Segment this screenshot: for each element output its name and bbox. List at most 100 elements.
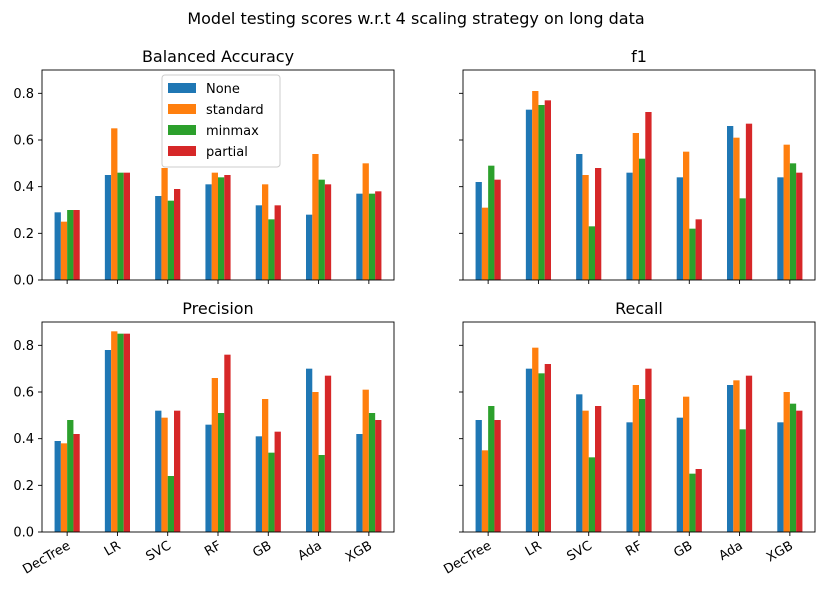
y-tick-label: 0.4 <box>13 432 34 447</box>
bar-None-SVC <box>155 410 162 532</box>
subplot-3: 0.0 0.2 0.4 0.6 0.8 DecTree LR SVC RF GB Ada XGB Pre… <box>13 299 395 578</box>
bar-minmax-Ada <box>739 429 746 532</box>
legend-swatch-minmax <box>168 125 196 135</box>
x-tick-label: SVC <box>143 538 173 564</box>
bar-standard-DecTree <box>481 207 489 280</box>
bar-minmax-XGB <box>789 163 797 280</box>
bar-standard-SVC <box>161 417 168 532</box>
subplot-4: DecTree LR SVC RF GB Ada XGB Recall <box>441 299 816 578</box>
bar-partial-RF <box>645 112 652 280</box>
x-tick-label: RF <box>202 538 224 559</box>
bar-minmax-SVC <box>167 200 174 280</box>
bar-None-SVC <box>155 196 162 280</box>
bar-standard-GB <box>262 184 269 280</box>
bar-None-RF <box>626 172 633 280</box>
bar-standard-XGB <box>362 163 369 280</box>
legend-label-standard: standard <box>206 103 264 118</box>
bar-minmax-LR <box>117 172 124 280</box>
bar-minmax-LR <box>117 333 124 532</box>
legend-swatch-standard <box>168 104 196 114</box>
bar-standard-XGB <box>783 144 790 280</box>
bar-standard-DecTree <box>481 450 489 532</box>
subplot-title: f1 <box>631 47 647 66</box>
bar-minmax-GB <box>268 452 275 532</box>
y-tick-label: 0.8 <box>13 87 34 102</box>
bar-minmax-XGB <box>368 193 376 280</box>
bar-minmax-RF <box>639 399 646 532</box>
bar-partial-SVC <box>595 168 602 280</box>
bar-partial-DecTree <box>73 210 80 280</box>
x-tick-label: XGB <box>343 538 375 565</box>
legend-label-None: None <box>206 82 240 97</box>
bar-None-GB <box>255 205 262 280</box>
legend-label-minmax: minmax <box>206 124 259 139</box>
bar-minmax-GB <box>268 219 275 280</box>
bar-partial-LR <box>544 100 551 280</box>
bar-None-GB <box>255 436 262 532</box>
bar-partial-GB <box>695 469 702 532</box>
bar-standard-LR <box>111 128 118 280</box>
bar-partial-LR <box>544 364 551 532</box>
subplot-title: Balanced Accuracy <box>142 47 294 66</box>
bar-None-DecTree <box>475 420 482 532</box>
bar-partial-DecTree <box>73 434 80 532</box>
subplot-title: Recall <box>615 299 663 318</box>
bar-None-Ada <box>727 385 734 532</box>
legend-box <box>161 74 281 168</box>
y-tick-label: 0.4 <box>13 180 34 195</box>
bar-partial-XGB <box>375 191 382 280</box>
legend-label-partial: partial <box>206 145 248 160</box>
bar-None-SVC <box>576 154 583 280</box>
legend: None standard minmax partial <box>161 74 281 168</box>
y-tick-label: 0.0 <box>13 526 34 541</box>
bar-minmax-XGB <box>789 403 797 532</box>
bar-standard-GB <box>683 151 690 280</box>
bar-standard-RF <box>632 133 639 280</box>
bar-minmax-LR <box>538 105 545 280</box>
x-tick-label: Ada <box>717 538 746 563</box>
bar-minmax-SVC <box>588 226 595 280</box>
bar-minmax-Ada <box>739 198 746 280</box>
bar-None-GB <box>676 177 683 280</box>
y-tick-label: 0.6 <box>13 134 34 149</box>
bar-standard-LR <box>111 331 118 532</box>
bar-partial-SVC <box>174 410 181 532</box>
bar-partial-GB <box>274 205 281 280</box>
bar-minmax-DecTree <box>488 165 495 280</box>
bar-standard-LR <box>532 91 539 280</box>
bar-None-DecTree <box>475 182 482 280</box>
bar-minmax-DecTree <box>67 210 74 280</box>
bar-standard-RF <box>211 172 218 280</box>
bar-partial-LR <box>123 172 130 280</box>
bar-partial-SVC <box>174 189 181 280</box>
y-tick-label: 0.8 <box>13 339 34 354</box>
bar-partial-XGB <box>375 420 382 532</box>
x-tick-label: XGB <box>764 538 796 565</box>
bar-standard-DecTree <box>60 443 68 532</box>
y-tick-label: 0.2 <box>13 227 34 242</box>
bar-partial-LR <box>123 333 130 532</box>
bar-minmax-RF <box>218 413 225 532</box>
bar-None-XGB <box>777 422 784 532</box>
bar-None-LR <box>525 109 533 280</box>
bar-None-DecTree <box>54 441 61 532</box>
bar-partial-RF <box>224 354 231 532</box>
bar-None-LR <box>104 350 112 532</box>
figure-suptitle: Model testing scores w.r.t 4 scaling str… <box>187 9 644 28</box>
x-tick-label: DecTree <box>441 538 494 577</box>
bar-None-LR <box>104 175 112 280</box>
legend-swatch-partial <box>168 146 196 156</box>
bar-None-RF <box>626 422 633 532</box>
subplot-title: Precision <box>182 299 253 318</box>
bar-partial-RF <box>224 175 231 280</box>
bar-None-XGB <box>777 177 784 280</box>
x-tick-label: LR <box>523 538 545 559</box>
bar-partial-DecTree <box>494 179 501 280</box>
x-tick-label: DecTree <box>20 538 73 577</box>
subplot-2: f1 <box>459 47 816 284</box>
y-tick-label: 0.0 <box>13 274 34 289</box>
bar-minmax-Ada <box>318 455 325 532</box>
bar-standard-DecTree <box>60 221 68 280</box>
bar-partial-Ada <box>745 123 753 280</box>
legend-swatch-None <box>168 83 196 93</box>
